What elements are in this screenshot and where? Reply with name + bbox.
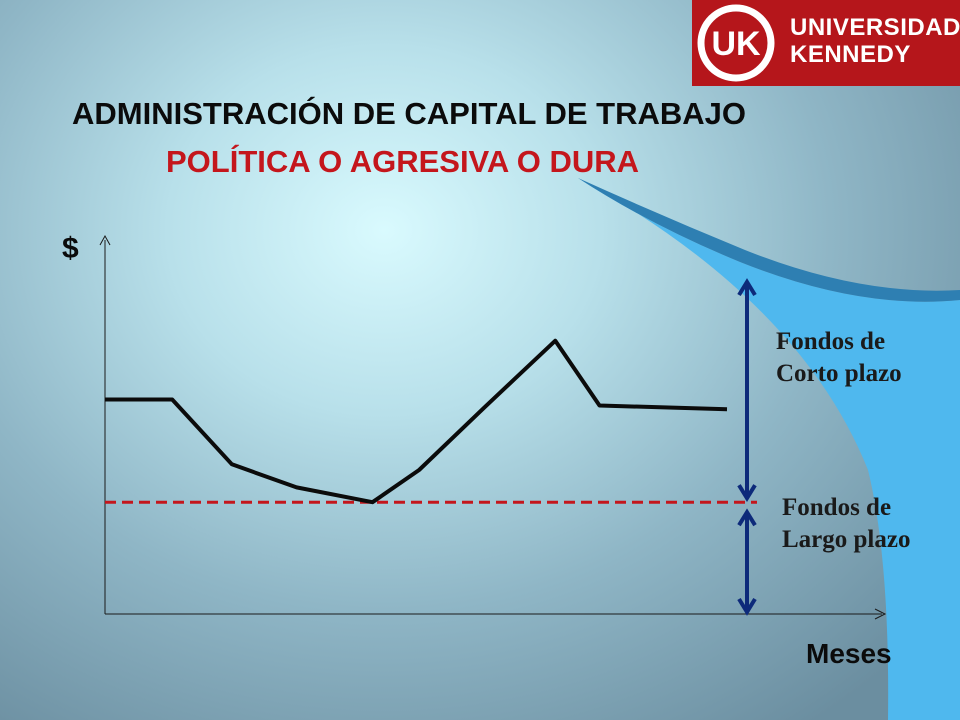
y-axis-arrowhead [99, 234, 111, 246]
logo-line-1: UNIVERSIDAD [790, 14, 960, 41]
logo-wordmark: UNIVERSIDAD KENNEDY [790, 14, 960, 68]
short-term-arrow [737, 278, 757, 503]
long-term-arrow-head-top [737, 508, 757, 527]
decorative-swoosh [578, 178, 960, 720]
page-subtitle: POLÍTICA O AGRESIVA O DURA [166, 144, 640, 179]
long-term-label-line-1: Fondos de [782, 494, 892, 521]
short-term-label-line-1: Fondos de [776, 328, 886, 355]
short-term-arrow-head-bottom [737, 484, 757, 503]
short-term-funds-label: Fondos de Corto plazo [776, 326, 902, 390]
long-term-funds-label: Fondos de Largo plazo [782, 492, 910, 556]
university-logo: UK UNIVERSIDAD KENNEDY [692, 0, 960, 86]
x-axis-arrowhead [874, 608, 887, 620]
x-axis-label: Meses [806, 638, 892, 669]
long-term-label-line-2: Largo plazo [782, 526, 911, 553]
short-term-arrow-head-top [737, 278, 757, 297]
long-term-arrow [737, 508, 757, 616]
short-term-label-line-2: Corto plazo [776, 360, 902, 387]
uk-logo-icon: UK [697, 4, 775, 82]
logo-mark-text: UK [711, 25, 761, 63]
y-axis-label: $ [62, 232, 79, 265]
page-title: ADMINISTRACIÓN DE CAPITAL DE TRABAJO [72, 96, 746, 131]
logo-line-2: KENNEDY [790, 41, 911, 68]
long-term-arrow-head-bottom [737, 597, 757, 616]
series-line [105, 338, 728, 505]
